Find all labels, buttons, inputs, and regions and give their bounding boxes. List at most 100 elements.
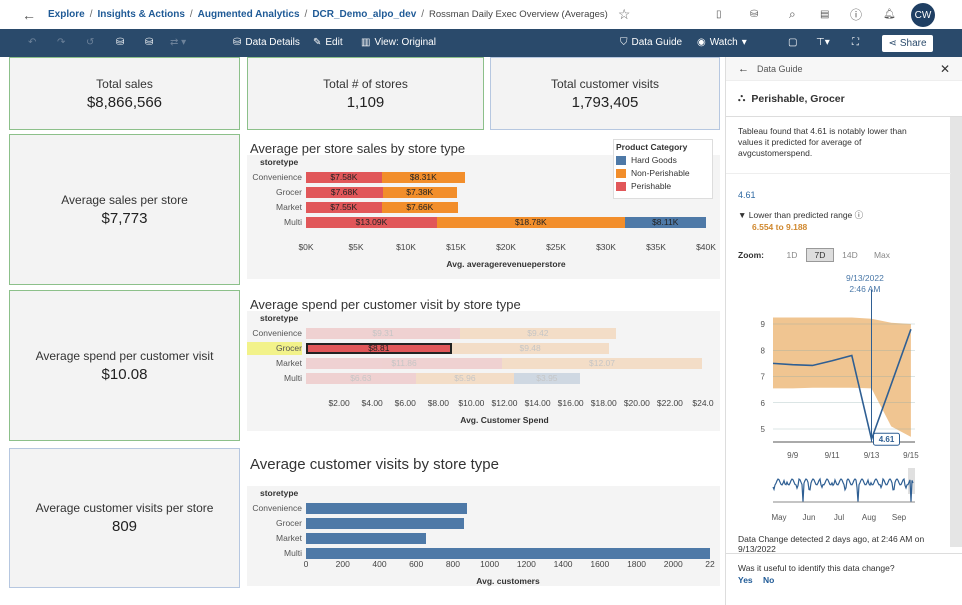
bar[interactable] — [306, 503, 468, 514]
status-label: Lower than predicted range — [748, 210, 853, 220]
tick-label: $5K — [348, 242, 364, 252]
series-line — [772, 328, 912, 443]
kpi-total-visits: Total customer visits 1,793,405 — [490, 57, 720, 130]
bar-segment[interactable]: $13.09K — [306, 217, 437, 228]
bar-segment[interactable]: $9.42 — [460, 328, 616, 339]
share-button[interactable]: ⋖ Share — [882, 35, 933, 52]
bar[interactable] — [306, 533, 427, 544]
tick-label: $20K — [496, 242, 516, 252]
tick-label: $8.00 — [427, 398, 449, 408]
edit-button[interactable]: ✎ Edit — [313, 37, 343, 48]
zoom-max[interactable]: Max — [873, 250, 890, 260]
down-triangle-icon: ▼ — [738, 210, 747, 220]
replay-icon[interactable]: ⇄ ▾ — [170, 37, 187, 48]
bar-segment[interactable]: $6.63 — [306, 373, 416, 384]
tick-label: $6.00 — [394, 398, 416, 408]
bar-segment[interactable]: $12.07 — [502, 358, 702, 369]
zoom-control: Zoom: 1D 7D 14D Max — [738, 248, 898, 262]
bar-segment[interactable]: $7.55K — [306, 202, 382, 213]
eye-icon: ◉ — [697, 37, 706, 48]
axis-title: Avg. Customer Spend — [460, 415, 549, 425]
bell-icon[interactable]: 🔔︎ — [883, 9, 896, 20]
back-arrow-icon[interactable]: ← — [22, 6, 36, 23]
bar-segment[interactable]: $8.31K — [381, 172, 465, 183]
zoom-14d[interactable]: 14D — [842, 250, 858, 260]
subject-label: Perishable, Grocer — [751, 92, 845, 105]
bar-segment[interactable]: $8.81 — [306, 343, 452, 354]
data-guide-button[interactable]: ⛉ Data Guide — [620, 37, 682, 48]
bar-segment[interactable]: $7.68K — [306, 187, 383, 198]
data-details-button[interactable]: ⛁ Data Details — [233, 37, 300, 48]
feedback-yes[interactable]: Yes — [738, 575, 753, 585]
fullscreen-icon[interactable]: ⛶ — [852, 37, 859, 48]
breadcrumb-augmented[interactable]: Augmented Analytics — [197, 9, 300, 20]
tick-label: 200 — [335, 559, 350, 569]
bar[interactable] — [306, 518, 465, 529]
datasource-icon[interactable]: ⛁ — [750, 9, 759, 20]
legend-item[interactable]: Hard Goods — [616, 155, 710, 165]
view-button[interactable]: ▥ View: Original — [361, 37, 436, 48]
breadcrumb-insights[interactable]: Insights & Actions — [97, 9, 185, 20]
tick-label: 1800 — [627, 559, 646, 569]
search-icon[interactable]: ⌕ — [789, 7, 796, 21]
x-tick-label: 9/11 — [825, 451, 841, 460]
revert-icon[interactable]: ↺ — [86, 37, 95, 48]
close-icon[interactable]: ✕ — [939, 61, 950, 76]
bar-segment[interactable]: $8.11K — [624, 217, 706, 228]
zoom-7d[interactable]: 7D — [805, 248, 834, 262]
feedback-no[interactable]: No — [763, 575, 775, 585]
tick-label: 0 — [303, 559, 309, 569]
bar-segment[interactable]: $9.31 — [306, 328, 460, 339]
chart-title-visits: Average customer visits by store type — [250, 456, 499, 473]
guide-description: Tableau found that 4.61 is notably lower… — [738, 126, 907, 158]
scrollbar[interactable] — [950, 117, 962, 547]
category-label: Convenience — [252, 328, 302, 338]
legend-item[interactable]: Perishable — [616, 181, 710, 191]
zoom-1d[interactable]: 1D — [786, 250, 798, 260]
redo-icon[interactable]: ↷ — [57, 37, 66, 48]
refresh-data-icon[interactable]: ⛁ — [116, 37, 125, 48]
zoom-label: Zoom: — [738, 250, 764, 260]
tick-label: $10.00 — [458, 398, 485, 408]
favorite-star-icon[interactable]: ☆ — [617, 6, 631, 22]
edit-label: Edit — [325, 37, 343, 48]
kpi-label: Total customer visits — [550, 76, 660, 91]
bar-segment[interactable]: $7.38K — [382, 187, 457, 198]
kpi-value: 1,109 — [346, 93, 385, 111]
comments-icon[interactable]: ▢ — [788, 37, 798, 48]
category-label: Market — [276, 202, 302, 212]
watch-button[interactable]: ◉ Watch ▾ — [697, 37, 747, 48]
notes-icon[interactable]: ▤ — [820, 9, 830, 20]
guide-line-chart[interactable]: 5 6 7 8 9 9/9 9/11 9/13 9/15 4.61 May Jun Jul Aug Sep — [725, 290, 935, 530]
overview-line — [772, 477, 914, 503]
breadcrumb-explore[interactable]: Explore — [48, 9, 85, 20]
guide-title: Data Guide — [757, 63, 803, 74]
tick-label: $40K — [696, 242, 716, 252]
undo-icon[interactable]: ↶ — [28, 37, 37, 48]
info-icon[interactable]: ⓘ — [854, 210, 864, 220]
bar-segment[interactable]: $3.95 — [514, 373, 580, 384]
pause-updates-icon[interactable]: ⛁ — [145, 37, 154, 48]
bar-segment[interactable]: $18.78K — [436, 217, 625, 228]
marker-label: 4.61 — [879, 435, 895, 444]
axis-title: Avg. averagerevenueperstore — [446, 259, 566, 269]
help-icon[interactable]: ⓘ — [850, 8, 863, 22]
bar-segment[interactable]: $7.66K — [381, 202, 459, 213]
bar[interactable] — [306, 548, 710, 559]
bar-segment[interactable]: $7.58K — [306, 172, 382, 183]
bar-segment[interactable]: $5.96 — [415, 373, 515, 384]
guide-value: 4.61 — [738, 190, 756, 200]
kpi-value: $8,866,566 — [86, 93, 163, 111]
device-icon[interactable]: ▯ — [716, 9, 722, 20]
legend-item[interactable]: Non-Perishable — [616, 168, 710, 178]
bar-segment[interactable]: $9.48 — [451, 343, 609, 354]
tick-label: $16.00 — [557, 398, 584, 408]
guide-status: ▼ Lower than predicted range ⓘ — [738, 209, 863, 221]
y-tick-label: 9 — [761, 320, 766, 329]
breadcrumb-project[interactable]: DCR_Demo_alpo_dev — [312, 9, 417, 20]
data-guide-icon: ⛉ — [620, 37, 628, 48]
bar-segment[interactable]: $11.86 — [306, 358, 503, 369]
back-arrow-icon[interactable]: ← — [738, 62, 749, 75]
download-icon[interactable]: ⊤▾ — [816, 37, 830, 48]
avatar[interactable]: CW — [911, 3, 935, 27]
